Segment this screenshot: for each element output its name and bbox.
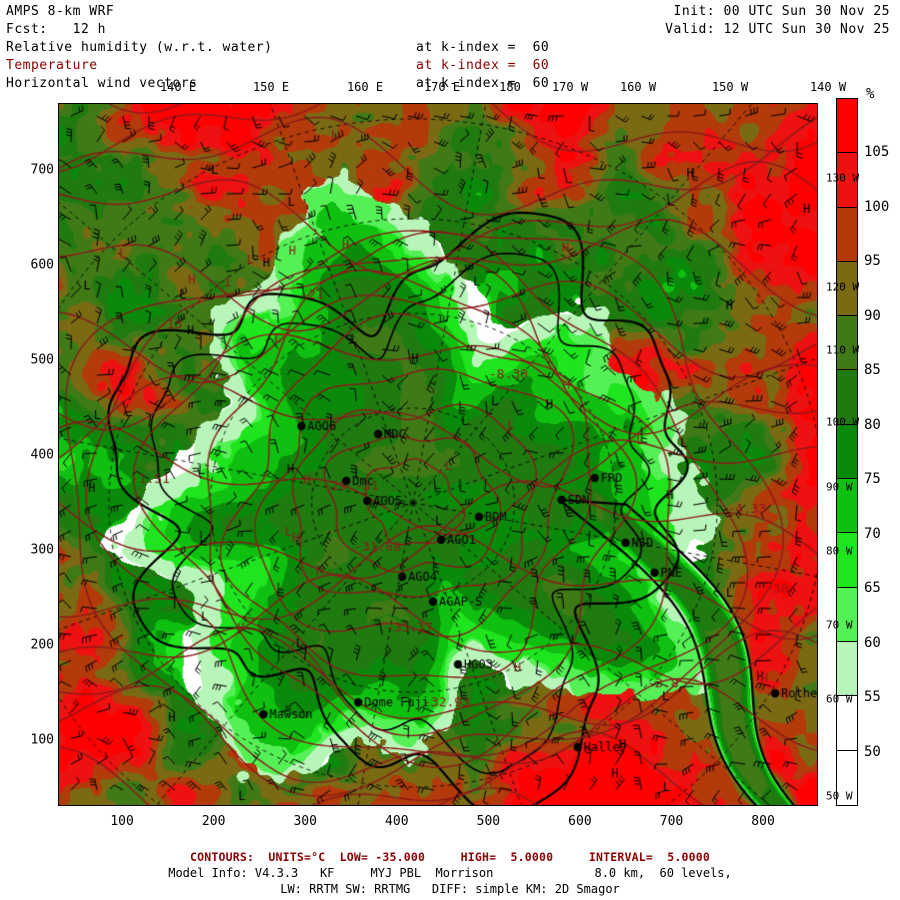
x-tick-800: 800	[751, 814, 775, 829]
weather-map-canvas[interactable]	[59, 104, 817, 805]
longitude-label-right-5: 80 W	[826, 544, 853, 558]
longitude-label-3: 170 E	[423, 80, 461, 94]
colorbar-tick-90: 90	[864, 307, 881, 324]
colorbar-band-100	[837, 153, 857, 208]
y-tick-600: 600	[30, 257, 54, 272]
x-tick-500: 500	[476, 814, 501, 829]
colorbar-band-65	[837, 533, 857, 588]
colorbar-band-90	[837, 261, 857, 317]
k-index-humidity: at k-index = 60	[416, 40, 550, 55]
longitude-label-7: 150 W	[711, 80, 749, 94]
x-tick-700: 700	[659, 814, 684, 829]
colorbar-tick-75: 75	[864, 471, 881, 488]
colorbar-tick-100: 100	[864, 198, 890, 215]
longitude-label-0: 140 E	[159, 80, 197, 94]
field-label-temperature: Temperature	[6, 58, 98, 73]
field-label-humidity: Relative humidity (w.r.t. water)	[6, 40, 273, 55]
footer-physics-info: LW: RRTM SW: RRTMG DIFF: simple KM: 2D S…	[280, 882, 620, 896]
x-tick-100: 100	[110, 814, 134, 829]
colorbar-band-50	[837, 696, 857, 751]
y-tick-400: 400	[30, 447, 54, 462]
longitude-label-2: 160 E	[346, 80, 384, 94]
y-tick-200: 200	[30, 637, 54, 652]
colorbar-band-105	[837, 99, 857, 154]
colorbar[interactable]	[836, 98, 858, 806]
colorbar-band-70	[837, 479, 857, 534]
x-tick-600: 600	[568, 814, 592, 829]
longitude-label-6: 160 W	[619, 80, 657, 94]
x-tick-400: 400	[385, 814, 409, 829]
valid-time-label: Valid: 12 UTC Sun 30 Nov 25	[665, 22, 890, 37]
colorbar-tick-85: 85	[864, 362, 881, 379]
colorbar-unit-label: %	[866, 86, 875, 102]
longitude-label-right-4: 90 W	[826, 480, 853, 494]
colorbar-tick-95: 95	[864, 253, 881, 270]
map-plot-area[interactable]	[58, 103, 818, 806]
x-tick-300: 300	[293, 814, 317, 829]
y-tick-100: 100	[30, 732, 54, 747]
colorbar-tick-60: 60	[864, 634, 881, 651]
longitude-label-right-0: 130 W	[826, 171, 860, 185]
colorbar-band-55	[837, 641, 857, 697]
k-index-temperature: at k-index = 60	[416, 58, 550, 73]
footer-model-info: Model Info: V4.3.3 KF MYJ PBL Morrison 8…	[168, 866, 732, 880]
colorbar-tick-80: 80	[864, 416, 881, 433]
colorbar-band-85	[837, 316, 857, 371]
longitude-label-right-8: 50 W	[826, 789, 853, 803]
longitude-label-right-1: 120 W	[826, 280, 860, 294]
footer-contours-info: CONTOURS: UNITS=°C LOW= -35.000 HIGH= 5.…	[189, 850, 711, 864]
colorbar-tick-65: 65	[864, 580, 881, 597]
y-tick-700: 700	[30, 162, 54, 177]
longitude-label-5: 170 W	[551, 80, 589, 94]
longitude-label-right-2: 110 W	[826, 343, 860, 357]
colorbar-band-45	[837, 750, 857, 805]
longitude-label-right-3: 100 W	[826, 415, 860, 429]
colorbar-tick-55: 55	[864, 689, 881, 706]
longitude-label-right-6: 70 W	[826, 618, 853, 632]
colorbar-band-60	[837, 587, 857, 642]
colorbar-band-95	[837, 207, 857, 262]
k-index-wind: at k-index = 60	[416, 76, 550, 91]
colorbar-tick-105: 105	[864, 144, 890, 161]
colorbar-tick-70: 70	[864, 525, 881, 542]
page-title: AMPS 8-km WRF	[6, 4, 115, 19]
colorbar-band-80	[837, 370, 857, 425]
colorbar-tick-50: 50	[864, 743, 881, 760]
y-tick-300: 300	[30, 542, 54, 557]
longitude-label-4: 180	[499, 80, 521, 94]
longitude-label-1: 150 E	[252, 80, 290, 94]
longitude-label-right-7: 60 W	[826, 692, 853, 706]
forecast-hour-label: Fcst: 12 h	[6, 22, 106, 37]
colorbar-band-75	[837, 424, 857, 480]
longitude-label-8: 140 W	[809, 80, 847, 94]
init-time-label: Init: 00 UTC Sun 30 Nov 25	[673, 4, 890, 19]
y-tick-500: 500	[30, 352, 54, 367]
field-label-wind: Horizontal wind vectors	[6, 76, 198, 91]
x-tick-200: 200	[201, 814, 226, 829]
